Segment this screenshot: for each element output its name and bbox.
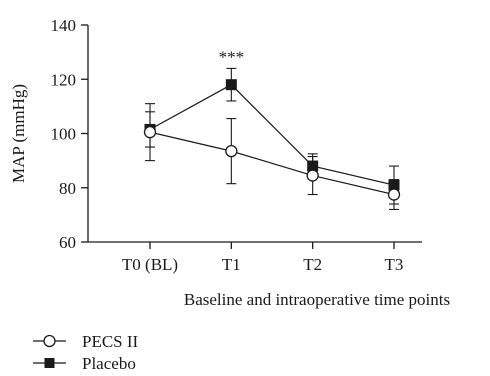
legend: PECS II Placebo xyxy=(33,332,139,373)
data-point xyxy=(225,144,238,158)
data-point xyxy=(306,169,319,182)
y-tick-label: 80 xyxy=(59,179,76,198)
series-pecs-ii xyxy=(143,103,401,210)
series-line xyxy=(149,131,395,196)
significance-annotation: *** xyxy=(219,47,245,66)
y-tick-label: 120 xyxy=(51,70,77,89)
legend-label: PECS II xyxy=(82,332,139,351)
x-tick-label: T2 xyxy=(303,255,322,274)
data-point xyxy=(143,125,157,139)
x-tick-label: T0 (BL) xyxy=(122,255,178,274)
y-axis-title: MAP (mmHg) xyxy=(9,84,28,183)
x-tick-label: T3 xyxy=(385,255,404,274)
data-point xyxy=(225,79,237,91)
axes xyxy=(87,25,422,243)
y-tick-label: 140 xyxy=(51,16,77,35)
legend-item: PECS II xyxy=(33,332,139,351)
legend-marker xyxy=(44,358,55,368)
y-tick-label: 100 xyxy=(51,125,77,144)
data-point xyxy=(387,188,401,201)
legend-marker xyxy=(43,334,56,348)
y-tick-label: 60 xyxy=(59,233,76,252)
legend-label: Placebo xyxy=(82,354,136,373)
series-line xyxy=(149,83,395,186)
legend-item: Placebo xyxy=(33,354,136,373)
x-axis-title: Baseline and intraoperative time points xyxy=(184,290,450,309)
x-tick-label: T1 xyxy=(222,255,241,274)
annotations: *** xyxy=(219,47,245,66)
y-ticks: 60 80 100 120 140 xyxy=(51,16,88,252)
series-placebo xyxy=(144,67,400,205)
x-ticks: T0 (BL) T1 T2 T3 xyxy=(122,242,404,274)
series-layer xyxy=(143,67,401,210)
